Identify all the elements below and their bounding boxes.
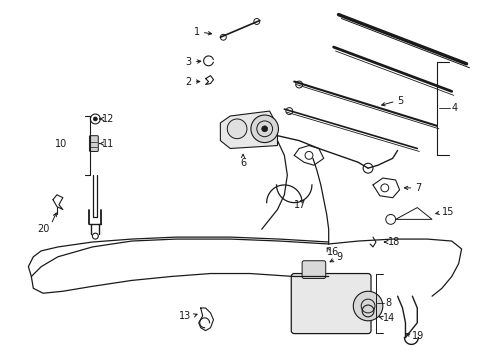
Text: 10: 10 (55, 139, 67, 149)
Text: 1: 1 (193, 27, 200, 37)
Text: 11: 11 (102, 139, 114, 149)
Text: 9: 9 (336, 252, 342, 262)
Circle shape (285, 108, 292, 114)
Text: 19: 19 (411, 330, 424, 341)
FancyBboxPatch shape (89, 136, 98, 152)
Text: 15: 15 (441, 207, 453, 217)
Circle shape (250, 115, 278, 143)
Text: 7: 7 (414, 183, 421, 193)
Circle shape (305, 152, 312, 159)
Text: 16: 16 (326, 247, 338, 257)
Circle shape (220, 34, 226, 40)
Text: 4: 4 (451, 103, 457, 113)
Circle shape (227, 119, 246, 139)
Polygon shape (220, 111, 277, 148)
Circle shape (363, 163, 372, 173)
Circle shape (352, 291, 382, 321)
Circle shape (380, 184, 388, 192)
Text: 3: 3 (185, 57, 192, 67)
Circle shape (295, 81, 302, 88)
FancyBboxPatch shape (291, 274, 370, 334)
Text: 18: 18 (387, 237, 399, 247)
Text: 8: 8 (385, 298, 391, 308)
Text: 12: 12 (102, 114, 114, 124)
Text: 17: 17 (294, 199, 306, 210)
Text: 20: 20 (37, 224, 49, 234)
Circle shape (93, 117, 97, 121)
FancyBboxPatch shape (302, 261, 325, 278)
Text: 2: 2 (185, 77, 192, 86)
Circle shape (261, 126, 267, 132)
Text: 13: 13 (179, 311, 191, 321)
Circle shape (253, 18, 259, 24)
Text: 6: 6 (240, 158, 245, 168)
Text: 5: 5 (397, 96, 403, 106)
Text: 14: 14 (382, 313, 394, 323)
